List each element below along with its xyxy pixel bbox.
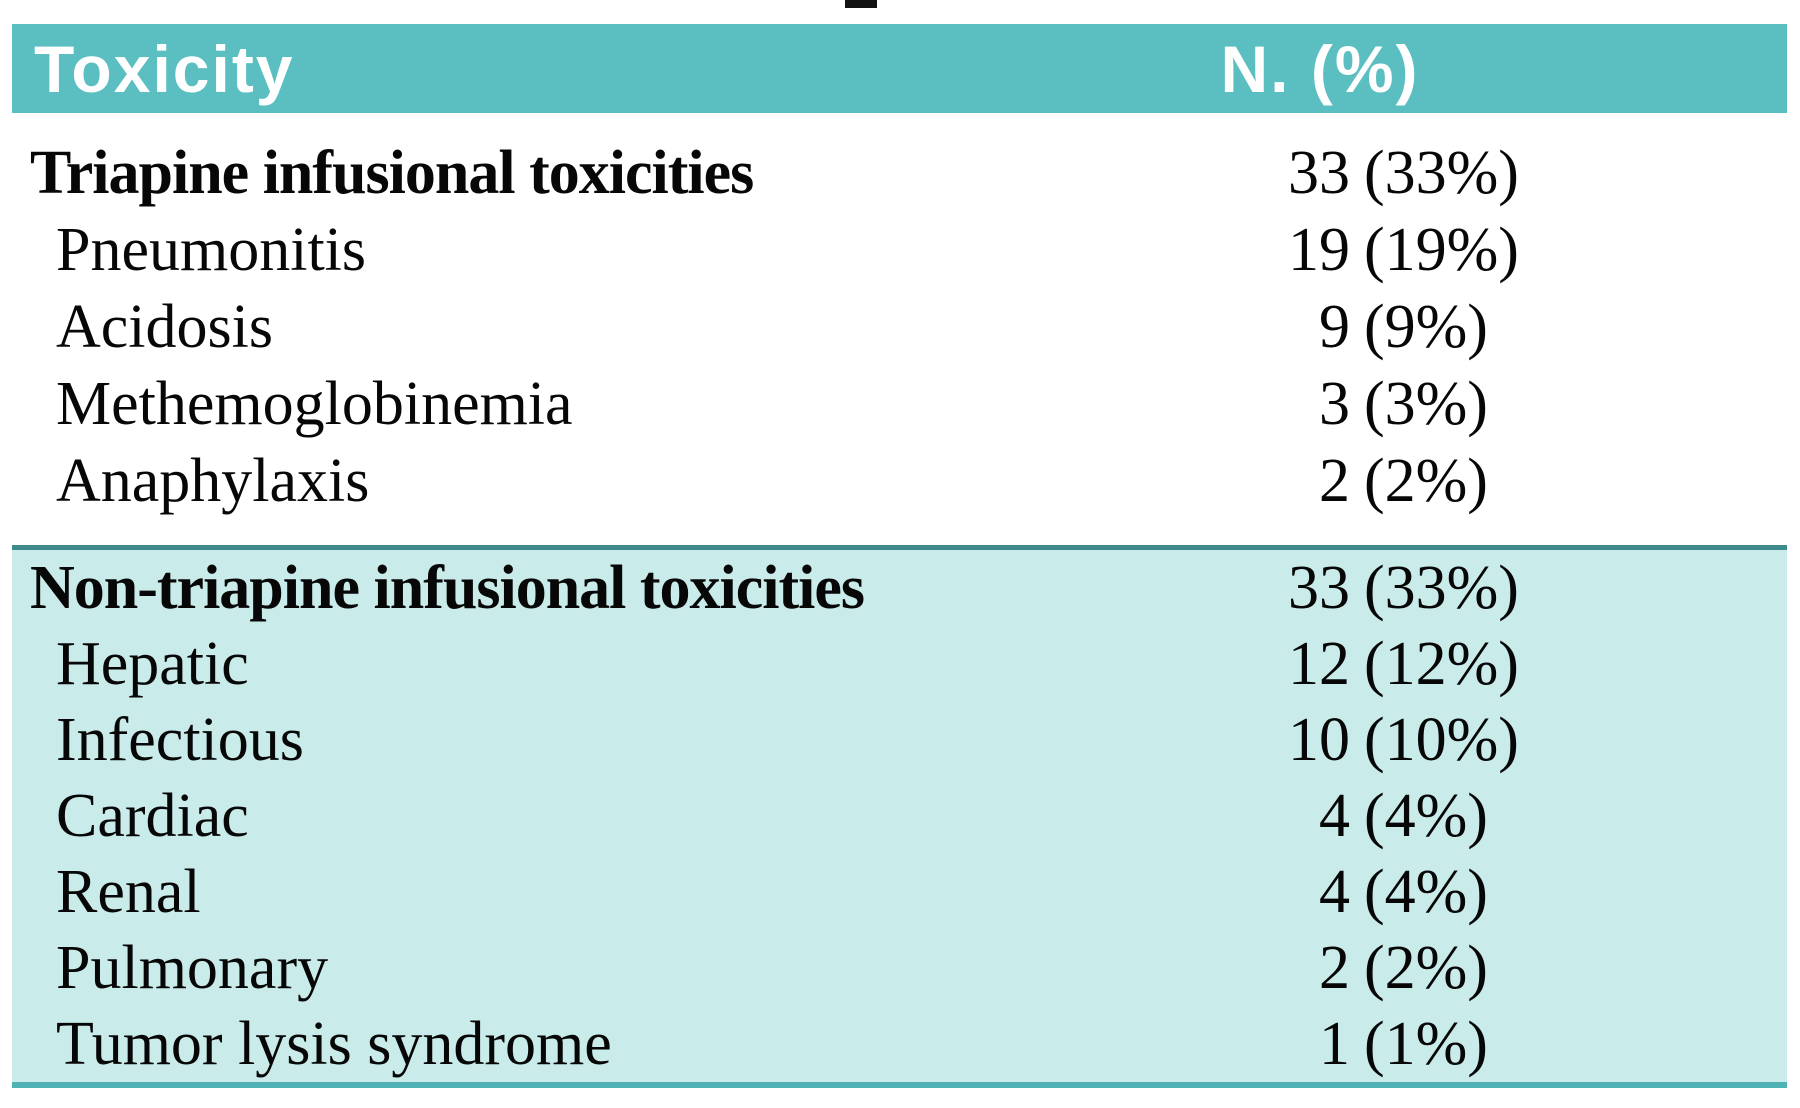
row-value: 4 (4%) — [1100, 854, 1787, 930]
row-value: 4 (4%) — [1100, 778, 1787, 854]
row-percent: (4%) — [1364, 782, 1488, 850]
table-row: Acidosis 9 (9%) — [12, 289, 1787, 366]
row-count: 2 — [1319, 934, 1350, 1002]
table-bottom-rule — [12, 1082, 1787, 1088]
row-count: 33 — [1288, 554, 1350, 622]
table-header-row: Toxicity N. (%) — [12, 24, 1787, 113]
row-value: 3 (3%) — [1100, 366, 1787, 443]
toxicity-table: Toxicity N. (%) Triapine infusional toxi… — [12, 24, 1787, 1088]
table-row: Infectious 10 (10%) — [12, 702, 1787, 778]
row-count: 19 — [1288, 216, 1350, 284]
column-header-toxicity: Toxicity — [34, 31, 295, 106]
row-percent: (33%) — [1364, 139, 1519, 207]
row-value: 2 (2%) — [1100, 443, 1787, 520]
row-percent: (9%) — [1364, 293, 1488, 361]
table-row: Tumor lysis syndrome 1 (1%) — [12, 1006, 1787, 1082]
row-percent: (19%) — [1364, 216, 1519, 284]
row-count: 4 — [1319, 858, 1350, 926]
row-percent: (1%) — [1364, 1010, 1488, 1078]
table-row: Pneumonitis 19 (19%) — [12, 212, 1787, 289]
section-non-triapine: Non-triapine infusional toxicities 33 (33… — [12, 545, 1787, 1082]
table-row: Anaphylaxis 2 (2%) — [12, 443, 1787, 520]
row-label: Non-triapine infusional toxicities — [30, 554, 865, 622]
row-count: 1 — [1319, 1010, 1350, 1078]
table-row: Triapine infusional toxicities 33 (33%) — [12, 135, 1787, 212]
row-percent: (10%) — [1364, 706, 1519, 774]
row-percent: (2%) — [1364, 934, 1488, 1002]
table-row: Hepatic 12 (12%) — [12, 626, 1787, 702]
row-percent: (12%) — [1364, 630, 1519, 698]
row-label: Pneumonitis — [56, 216, 367, 284]
column-header-n-pct: N. (%) — [1100, 31, 1787, 107]
row-value: 9 (9%) — [1100, 289, 1787, 366]
row-label: Hepatic — [56, 630, 249, 698]
row-percent: (4%) — [1364, 858, 1488, 926]
row-percent: (3%) — [1364, 370, 1488, 438]
row-count: 10 — [1288, 706, 1350, 774]
row-label: Renal — [56, 858, 201, 926]
row-value: 10 (10%) — [1100, 702, 1787, 778]
row-label: Infectious — [56, 706, 304, 774]
table-row: Methemoglobinemia 3 (3%) — [12, 366, 1787, 443]
row-count: 12 — [1288, 630, 1350, 698]
row-value: 33 (33%) — [1100, 550, 1787, 626]
row-value: 19 (19%) — [1100, 212, 1787, 289]
row-value: 33 (33%) — [1100, 135, 1787, 212]
row-label: Cardiac — [56, 782, 249, 850]
cropped-title-artifact — [845, 0, 877, 8]
row-percent: (33%) — [1364, 554, 1519, 622]
table-row: Cardiac 4 (4%) — [12, 778, 1787, 854]
row-count: 9 — [1319, 293, 1350, 361]
table-row: Renal 4 (4%) — [12, 854, 1787, 930]
row-label: Pulmonary — [56, 934, 329, 1002]
row-label: Tumor lysis syndrome — [56, 1010, 612, 1078]
column-header-n-pct-label: N. (%) — [1220, 31, 1420, 106]
row-count: 33 — [1288, 139, 1350, 207]
table-row: Non-triapine infusional toxicities 33 (33… — [12, 550, 1787, 626]
row-value: 12 (12%) — [1100, 626, 1787, 702]
row-label: Triapine infusional toxicities — [30, 139, 754, 207]
row-count: 4 — [1319, 782, 1350, 850]
section-triapine: Triapine infusional toxicities 33 (33%) P… — [12, 113, 1787, 545]
row-label: Anaphylaxis — [56, 447, 370, 515]
row-label: Methemoglobinemia — [56, 370, 573, 438]
row-count: 3 — [1319, 370, 1350, 438]
row-value: 1 (1%) — [1100, 1006, 1787, 1082]
row-label: Acidosis — [56, 293, 273, 361]
row-value: 2 (2%) — [1100, 930, 1787, 1006]
row-count: 2 — [1319, 447, 1350, 515]
table-row: Pulmonary 2 (2%) — [12, 930, 1787, 1006]
row-percent: (2%) — [1364, 447, 1488, 515]
